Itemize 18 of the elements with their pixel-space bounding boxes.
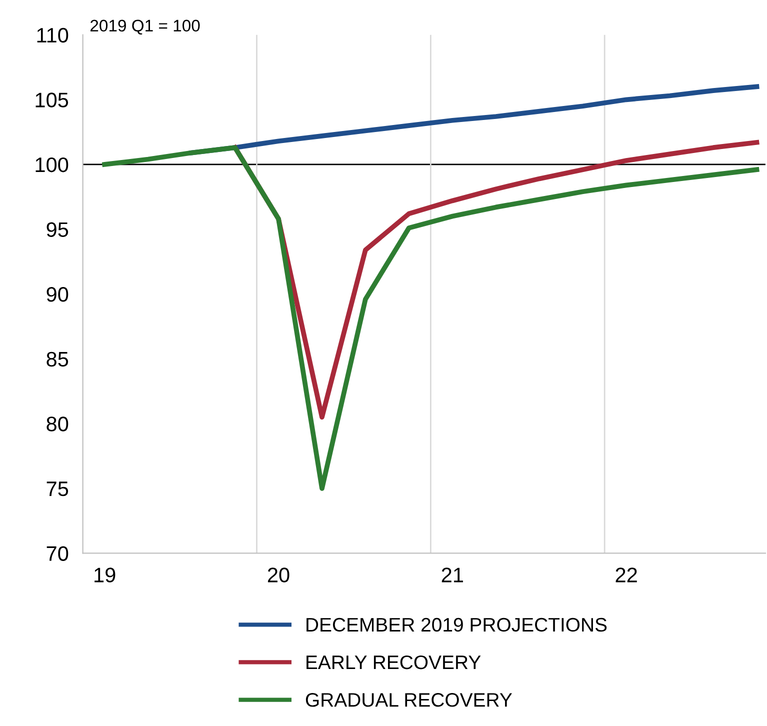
text: 2019 Q1 = 100 <box>90 20 200 35</box>
x-tick-label: 22 <box>616 568 637 582</box>
legend-label: DECEMBER 2019 PROJECTIONS <box>306 618 607 632</box>
y-tick-label: 100 <box>36 157 68 172</box>
x-tick-label: 20 <box>268 568 290 582</box>
x-tick-label: 19 <box>94 568 116 582</box>
legend-label: GRADUAL RECOVERY <box>306 693 512 707</box>
y-tick-label: 80 <box>46 416 68 432</box>
y-tick-label: 95 <box>46 222 68 237</box>
x-tick-label: 21 <box>442 568 463 582</box>
y-tick-label: 110 <box>37 28 68 43</box>
y-tick-label: 90 <box>46 287 68 302</box>
y-tick-label: 105 <box>36 92 68 108</box>
y-tick-label: 75 <box>46 482 68 496</box>
y-tick-label: 85 <box>46 352 68 367</box>
legend-label: EARLY RECOVERY <box>306 655 481 670</box>
line-series <box>102 145 760 491</box>
y-tick-label: 70 <box>46 546 68 561</box>
